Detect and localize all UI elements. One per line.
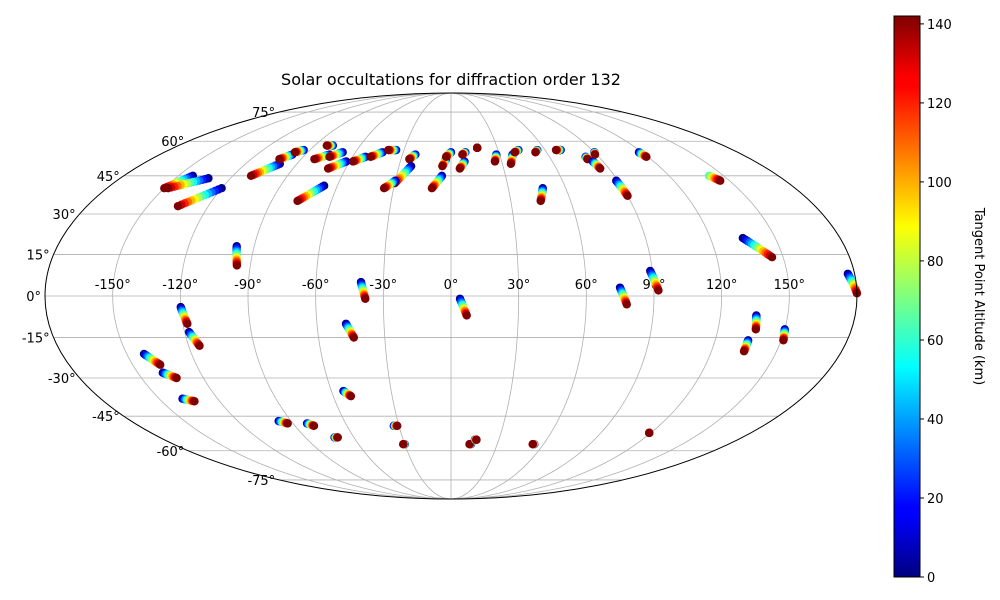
occultation-point <box>472 435 481 444</box>
x-tick-label: -90° <box>234 278 262 293</box>
occultation-point <box>551 145 561 155</box>
y-tick-label: -60° <box>157 445 185 460</box>
occultation-point <box>596 164 605 173</box>
y-tick-label: 45° <box>97 170 120 185</box>
occultation-point <box>379 184 389 193</box>
y-tick-label: 0° <box>26 290 41 305</box>
occultation-point <box>310 154 319 164</box>
occultation-point <box>473 143 482 152</box>
occultation-point <box>510 148 519 157</box>
x-tick-label: 60° <box>575 278 598 293</box>
colorbar-tick-label: 100 <box>927 176 952 191</box>
occultation-point <box>283 419 292 428</box>
colorbar-ticks: 0 20 40 60 80 100 120 140 <box>920 18 952 586</box>
tick-labels: -150°-120°-90°-60°-30°0°30°60°90°120°150… <box>22 106 805 489</box>
colorbar-tick-label: 80 <box>927 255 944 270</box>
occultation-point <box>346 391 356 401</box>
colorbar: 0 20 40 60 80 100 120 140 Tangent Point Altitud… <box>893 15 986 586</box>
occultation-point <box>323 164 333 173</box>
x-tick-label: -30° <box>369 278 397 293</box>
y-tick-label: -30° <box>48 372 76 387</box>
occultation-point <box>622 300 631 309</box>
y-tick-label: 60° <box>161 135 184 150</box>
occultation-point <box>183 319 192 328</box>
occultation-point <box>645 428 654 438</box>
occultation-point <box>366 152 375 162</box>
x-tick-label: 120° <box>706 278 737 293</box>
x-tick-label: -120° <box>162 278 198 293</box>
occultation-point <box>399 440 408 449</box>
occultation-point <box>590 150 600 159</box>
colorbar-tick-label: 20 <box>927 492 944 507</box>
occultation-point <box>506 159 516 169</box>
occultation-point <box>779 336 788 345</box>
occultation-point <box>438 161 447 171</box>
occultation-point <box>536 196 545 206</box>
x-tick-label: -150° <box>95 278 131 293</box>
occultation-point <box>293 196 302 206</box>
colorbar-tick-label: 0 <box>927 571 935 586</box>
y-tick-label: -75° <box>247 474 275 489</box>
occultation-point <box>393 421 402 431</box>
occultation-point <box>642 152 651 162</box>
occultation-point <box>333 433 342 442</box>
occultation-point <box>490 157 500 166</box>
occultation-point <box>163 184 173 193</box>
x-tick-label: 30° <box>507 278 530 293</box>
colorbar-tick-label: 40 <box>927 413 944 428</box>
occultation-point <box>322 141 331 150</box>
occultation-point <box>441 152 451 162</box>
occultation-point <box>290 148 300 157</box>
map-frame <box>44 92 858 500</box>
x-tick-label: -60° <box>302 278 330 293</box>
occultation-point <box>654 286 663 295</box>
occultation-point <box>361 294 370 303</box>
y-tick-label: -45° <box>92 410 120 425</box>
colorbar-tick-label: 120 <box>927 97 952 112</box>
occultation-point <box>190 397 199 406</box>
graticule <box>45 92 857 500</box>
occultation-point <box>531 148 540 157</box>
occultation-point <box>309 421 319 431</box>
y-tick-label: 15° <box>27 248 50 263</box>
occultation-point <box>767 252 777 262</box>
occultation-point <box>405 154 414 164</box>
colorbar-tick-label: 60 <box>927 334 944 349</box>
occultation-point <box>325 152 334 162</box>
occultation-point <box>623 191 632 201</box>
occultation-point <box>739 347 749 356</box>
occultation-point <box>275 154 284 164</box>
occultation-point <box>427 184 437 193</box>
y-tick-label: -15° <box>22 332 50 347</box>
y-tick-label: 30° <box>53 208 76 223</box>
x-tick-label: 0° <box>444 278 459 293</box>
occultation-point <box>348 157 358 166</box>
occultation-point <box>528 440 537 449</box>
colorbar-tick-label: 140 <box>927 18 952 33</box>
occultation-point <box>156 360 165 369</box>
colorbar-gradient <box>893 15 921 578</box>
occultation-point <box>384 145 393 155</box>
occultation-point <box>458 150 467 159</box>
occultation-point <box>173 201 183 211</box>
occultation-points <box>139 141 862 449</box>
occultation-point <box>172 373 181 383</box>
occultation-point <box>349 333 359 342</box>
x-tick-label: 150° <box>774 278 805 293</box>
occultation-point <box>455 164 464 173</box>
occultation-point <box>716 176 725 185</box>
occultation-point <box>462 311 471 320</box>
chart-title: Solar occultations for diffraction order… <box>281 70 621 89</box>
occultation-point <box>195 341 204 350</box>
colorbar-label: Tangent Point Altitude (km) <box>971 207 986 385</box>
occultation-point <box>232 261 242 270</box>
occultation-point <box>246 171 256 181</box>
occultation-point <box>751 325 761 334</box>
